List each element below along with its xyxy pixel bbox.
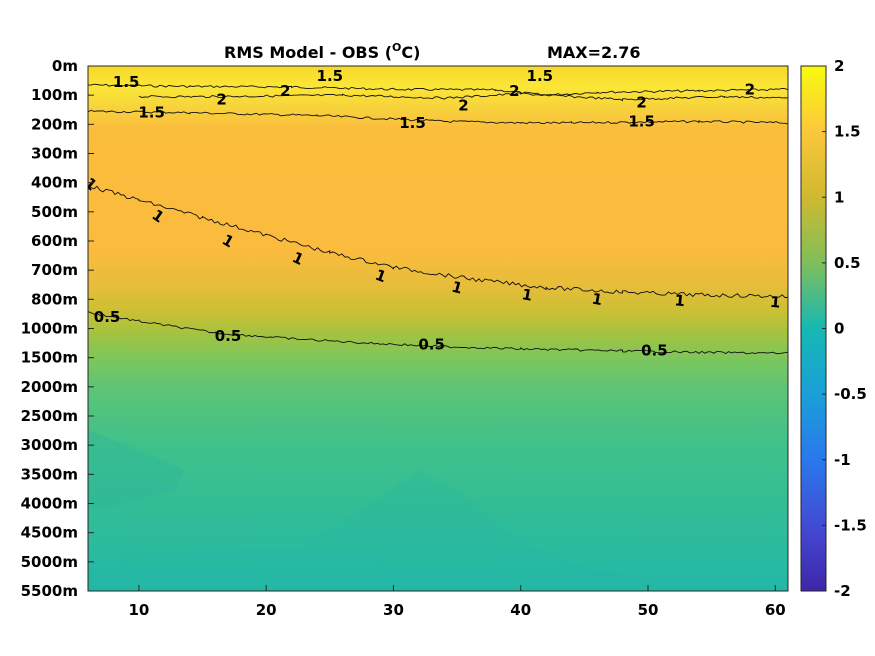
- x-axis-ticks: 10 20 30 40 50 60: [128, 585, 786, 619]
- colorbar-tick-label: 0.5: [834, 254, 861, 272]
- contour-label: 2: [745, 80, 755, 98]
- y-axis-ticks: 0m 100m 200m 300m 400m 500m 600m 700m 800m 1000m 1…: [21, 57, 94, 600]
- contour-label: 2: [636, 93, 646, 111]
- contour-label: 0.5: [94, 308, 121, 326]
- y-tick-label: 1500m: [21, 349, 78, 367]
- y-tick-label: 1000m: [21, 320, 78, 338]
- chart-title: RMS Model - OBS (OC): [224, 41, 420, 62]
- contour-label: 0.5: [641, 341, 668, 359]
- x-tick-label: 40: [510, 601, 531, 619]
- x-tick-label: 50: [638, 601, 659, 619]
- y-tick-label: 600m: [31, 232, 78, 250]
- contour-label: 2: [216, 91, 226, 109]
- colorbar-tick-label: -2: [834, 582, 851, 600]
- y-tick-label: 2000m: [21, 378, 78, 396]
- contour-label: 1: [674, 291, 686, 310]
- contour-line-1-5: [88, 83, 788, 97]
- temperature-field: [88, 66, 788, 591]
- y-tick-label: 3500m: [21, 465, 78, 483]
- contour-label: 1: [450, 278, 465, 298]
- bottom-water-patch: [88, 470, 788, 591]
- colorbar: [800, 65, 827, 592]
- contour-label: 1: [520, 285, 533, 305]
- contour-label: 1.5: [527, 67, 554, 85]
- deep-water-patch: [88, 430, 185, 510]
- y-tick-label: 5000m: [21, 553, 78, 571]
- x-tick-label: 10: [128, 601, 149, 619]
- contour-line-1: [88, 185, 788, 298]
- y-tick-label: 3000m: [21, 436, 78, 454]
- contour-label: 1: [769, 293, 781, 312]
- y-tick-label: 4500m: [21, 524, 78, 542]
- y-tick-label: 0m: [52, 57, 78, 75]
- contour-label: 1.5: [628, 112, 655, 130]
- colorbar-tick-label: -0.5: [834, 385, 867, 403]
- contour-line-0-5: [88, 311, 788, 355]
- colorbar-tick-label: 0: [834, 320, 844, 338]
- contour-label: 0.5: [418, 336, 445, 354]
- chart-max-annotation: MAX=2.76: [547, 43, 641, 62]
- y-tick-label: 500m: [31, 203, 78, 221]
- y-tick-label: 4000m: [21, 495, 78, 513]
- y-tick-label: 400m: [31, 174, 78, 192]
- colorbar-ticks: 2 1.5 1 0.5 0 -0.5 -1 -1.5 -2: [822, 57, 867, 600]
- contour-label: 2: [458, 96, 468, 114]
- y-tick-label: 200m: [31, 115, 78, 133]
- y-tick-label: 800m: [31, 290, 78, 308]
- y-tick-label: 700m: [31, 261, 78, 279]
- contour-lines: [88, 83, 788, 355]
- y-tick-label: 2500m: [21, 407, 78, 425]
- colorbar-tick-label: 2: [834, 57, 844, 75]
- contour-label: 1.5: [399, 114, 426, 132]
- contour-label: 1.5: [138, 104, 165, 122]
- y-tick-label: 5500m: [21, 582, 78, 600]
- y-tick-label: 300m: [31, 145, 78, 163]
- contour-label: 1: [590, 290, 603, 310]
- colorbar-tick-label: -1: [834, 451, 851, 469]
- y-tick-label: 100m: [31, 86, 78, 104]
- x-tick-label: 30: [383, 601, 404, 619]
- contour-label: 2: [509, 82, 519, 100]
- contour-label: 1.5: [113, 73, 140, 91]
- contour-line-2: [138, 92, 788, 102]
- x-tick-label: 20: [256, 601, 277, 619]
- contour-label: 1.5: [317, 67, 344, 85]
- contour-label: 0.5: [215, 327, 242, 345]
- colorbar-tick-label: 1: [834, 188, 844, 206]
- contour-label: 2: [280, 82, 290, 100]
- colorbar-tick-label: 1.5: [834, 123, 861, 141]
- colorbar-tick-label: -1.5: [834, 516, 867, 534]
- x-tick-label: 60: [765, 601, 786, 619]
- contour-line-1-5: [88, 109, 788, 125]
